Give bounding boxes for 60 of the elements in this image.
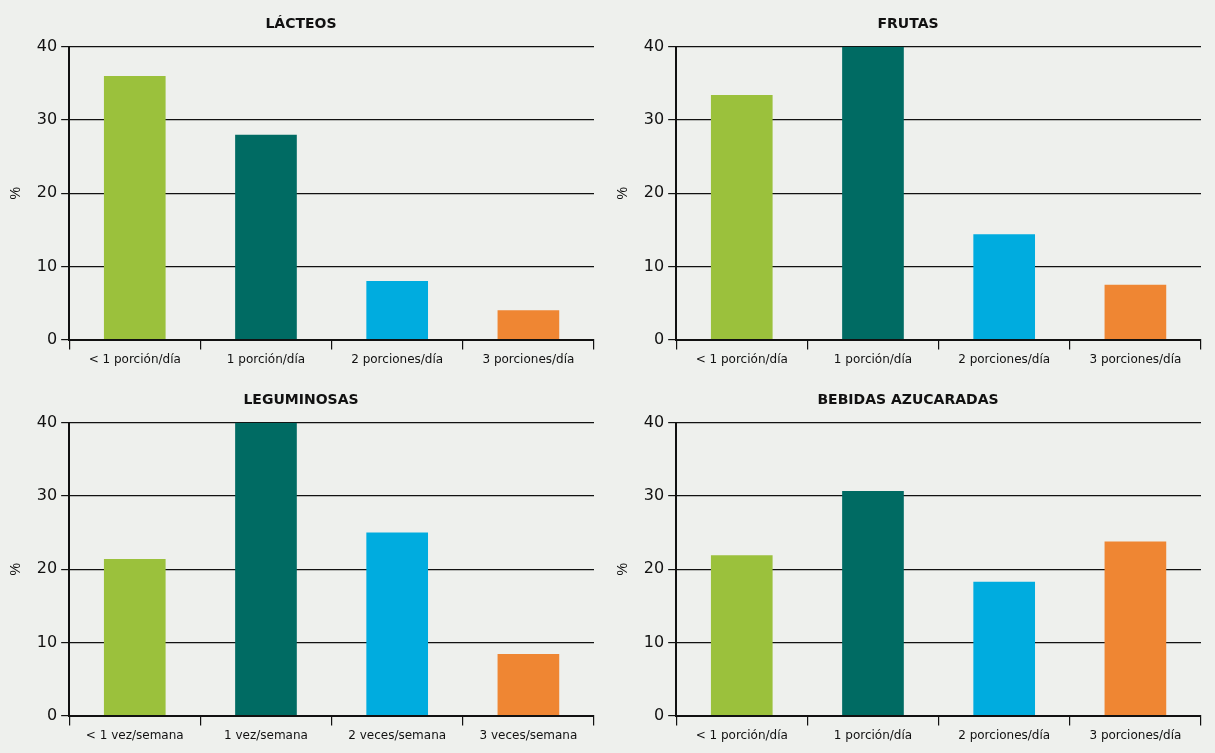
bar <box>1104 284 1167 339</box>
y-tick-label: 10 <box>36 255 58 275</box>
y-tick-label: 20 <box>643 182 665 202</box>
y-tick-label: 0 <box>46 328 58 348</box>
x-tick-label: 2 veces/semana <box>348 727 447 742</box>
y-tick-label: 40 <box>36 35 58 55</box>
bar <box>103 558 166 715</box>
bar <box>710 555 773 715</box>
x-tick-label: 1 porción/día <box>833 727 913 742</box>
x-tick-label: < 1 porción/día <box>695 727 788 742</box>
bar <box>366 532 429 715</box>
bar <box>1104 541 1167 715</box>
x-tick-label: 3 porciones/día <box>482 351 575 366</box>
y-axis-title: % <box>7 186 24 200</box>
y-tick-label: 0 <box>653 328 665 348</box>
bar <box>497 654 560 715</box>
bar <box>366 281 429 339</box>
chart-title: LEGUMINOSAS <box>243 391 359 408</box>
x-tick-label: 1 porción/día <box>833 351 913 366</box>
x-tick-label: 1 vez/semana <box>224 727 308 742</box>
bar <box>842 490 904 715</box>
bar <box>973 234 1036 339</box>
x-tick-label: 3 veces/semana <box>479 727 578 742</box>
bar <box>103 76 166 339</box>
y-tick-label: 20 <box>36 182 58 202</box>
y-tick-label: 0 <box>653 704 665 724</box>
bar <box>710 95 773 339</box>
y-tick-label: 10 <box>643 631 665 651</box>
bar <box>973 581 1036 715</box>
y-tick-label: 10 <box>643 255 665 275</box>
y-tick-label: 40 <box>643 411 665 431</box>
x-tick-label: 1 porción/día <box>226 351 306 366</box>
y-tick-label: 30 <box>643 109 665 129</box>
x-tick-label: 2 porciones/día <box>351 351 444 366</box>
x-tick-label: < 1 porción/día <box>695 351 788 366</box>
x-tick-label: 2 porciones/día <box>958 351 1051 366</box>
y-tick-label: 20 <box>643 558 665 578</box>
x-tick-label: 2 porciones/día <box>958 727 1051 742</box>
x-tick-label: 3 porciones/día <box>1089 727 1182 742</box>
y-tick-label: 30 <box>36 109 58 129</box>
y-axis-title: % <box>614 562 631 576</box>
y-tick-label: 40 <box>643 35 665 55</box>
chart-title: FRUTAS <box>877 15 939 32</box>
y-axis-title: % <box>7 562 24 576</box>
y-tick-label: 10 <box>36 631 58 651</box>
y-tick-label: 20 <box>36 558 58 578</box>
x-tick-label: 3 porciones/día <box>1089 351 1182 366</box>
bar <box>497 310 560 339</box>
bar <box>235 422 297 715</box>
x-tick-label: < 1 vez/semana <box>85 727 184 742</box>
y-tick-label: 30 <box>643 485 665 505</box>
chart-title: LÁCTEOS <box>265 15 337 32</box>
bar <box>235 134 297 339</box>
chart-title: BEBIDAS AZUCARADAS <box>817 391 999 408</box>
y-axis-title: % <box>614 186 631 200</box>
bar <box>842 46 904 339</box>
y-tick-label: 30 <box>36 485 58 505</box>
y-tick-label: 0 <box>46 704 58 724</box>
y-tick-label: 40 <box>36 411 58 431</box>
x-tick-label: < 1 porción/día <box>88 351 181 366</box>
